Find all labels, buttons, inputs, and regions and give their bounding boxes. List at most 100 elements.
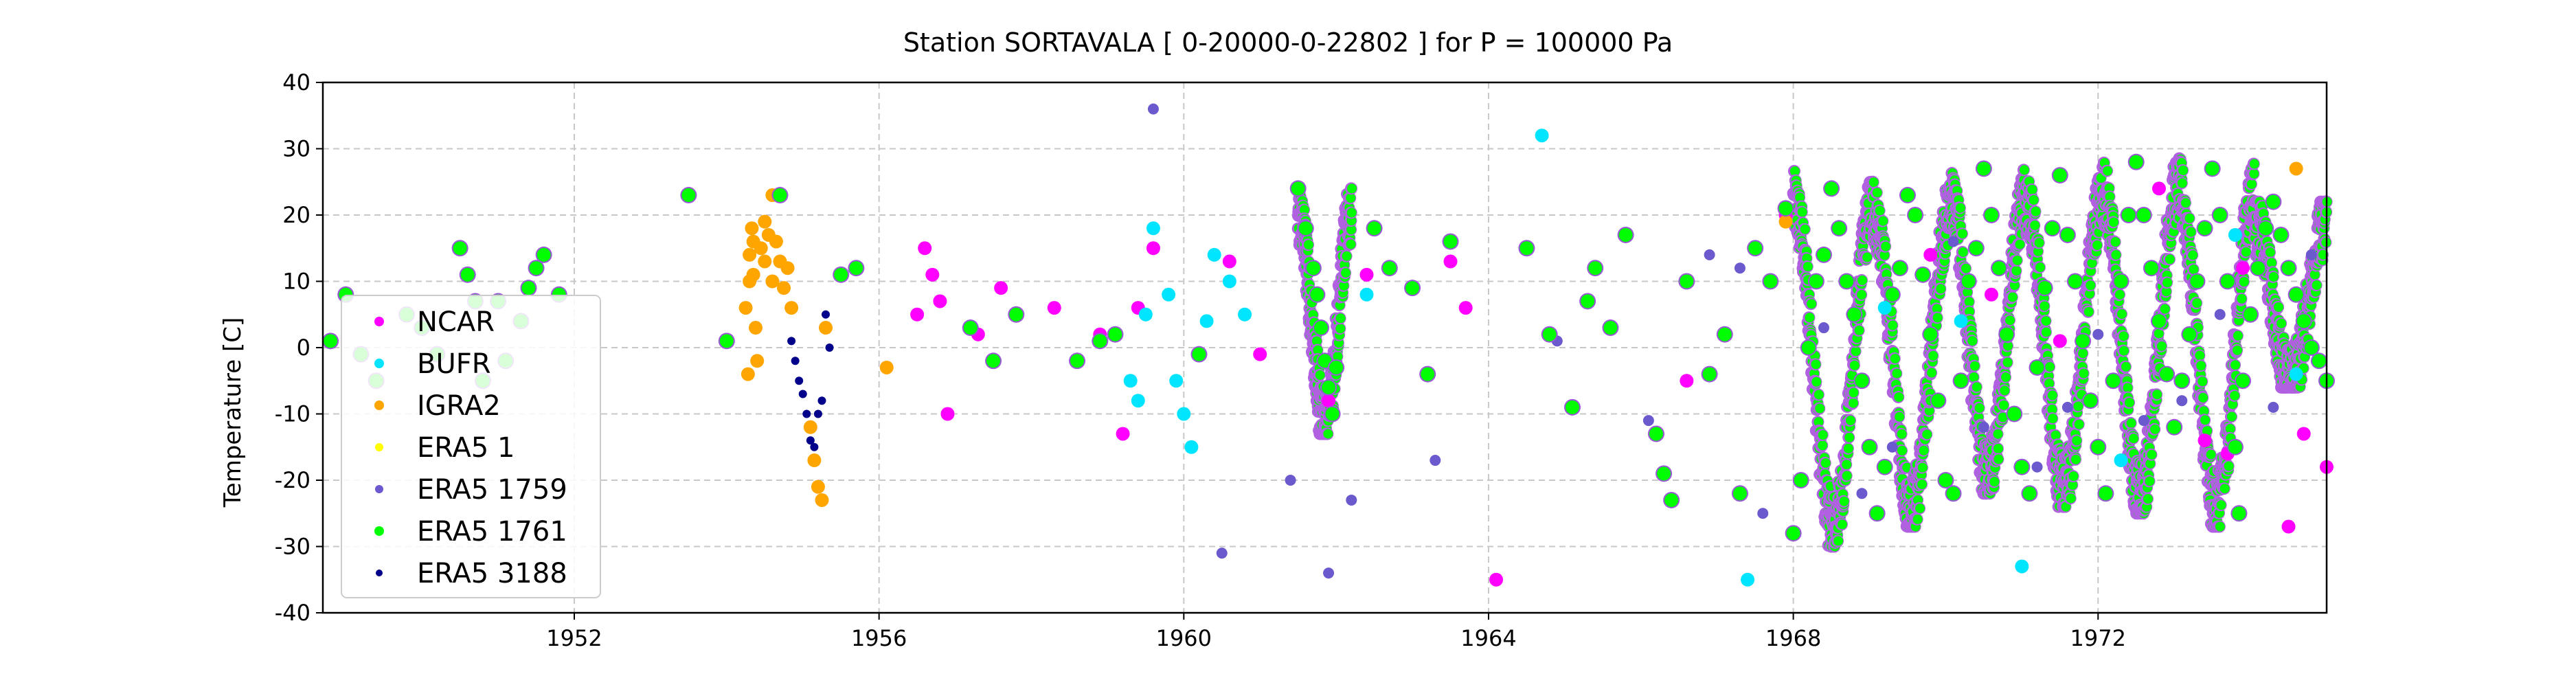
dense-point xyxy=(1917,462,1928,473)
data-point xyxy=(758,254,772,269)
data-point xyxy=(2151,314,2166,328)
data-point xyxy=(1093,334,1107,348)
dense-point xyxy=(2156,341,2167,351)
data-point xyxy=(765,274,780,289)
data-point xyxy=(1146,241,1160,256)
dense-point xyxy=(2195,350,2205,361)
data-point xyxy=(1123,374,1138,388)
data-point xyxy=(1421,367,1435,381)
dense-point xyxy=(1868,177,1879,188)
dense-point xyxy=(2123,383,2133,393)
data-point xyxy=(2083,394,2098,408)
dense-point xyxy=(1917,479,1928,489)
data-point xyxy=(1382,261,1397,275)
data-point xyxy=(748,321,762,335)
data-point xyxy=(2312,354,2326,368)
legend-marker xyxy=(374,526,384,536)
data-point xyxy=(1809,274,1823,289)
dense-point xyxy=(2312,280,2322,291)
data-point xyxy=(1877,301,1892,315)
y-tick-label: -30 xyxy=(275,534,310,560)
dense-point xyxy=(1818,430,1828,440)
dense-point xyxy=(2246,179,2257,189)
data-point xyxy=(1291,181,1305,196)
dense-point xyxy=(2145,476,2155,486)
dense-point xyxy=(1346,239,1356,249)
dense-point xyxy=(2031,206,2041,216)
dense-point xyxy=(2233,345,2243,355)
data-point xyxy=(780,261,795,275)
dense-point xyxy=(2119,346,2129,356)
dense-point xyxy=(2165,254,2175,264)
data-point xyxy=(777,281,791,295)
data-point xyxy=(2030,360,2044,374)
data-point xyxy=(1306,261,1320,275)
dense-point xyxy=(2105,192,2115,202)
data-point xyxy=(795,376,804,385)
dense-point xyxy=(1842,471,1852,481)
dense-point xyxy=(1969,372,1979,383)
data-point xyxy=(1908,208,1923,222)
data-point xyxy=(2190,274,2204,289)
dense-point xyxy=(2111,249,2121,260)
dense-point xyxy=(2239,277,2249,287)
y-tick-label: -10 xyxy=(275,401,310,427)
dense-point xyxy=(2225,424,2235,434)
legend-entry-label: ERA5 1761 xyxy=(417,516,567,548)
data-point xyxy=(2015,559,2029,574)
data-point xyxy=(1855,374,1869,388)
dense-point xyxy=(2188,250,2198,260)
data-point xyxy=(1649,427,1663,441)
data-point xyxy=(2099,486,2113,501)
dense-point xyxy=(2265,247,2275,258)
data-point xyxy=(802,409,811,418)
data-point xyxy=(2000,327,2014,341)
data-point xyxy=(1603,321,1618,335)
dense-point xyxy=(1346,225,1357,235)
data-point xyxy=(1801,341,1816,354)
data-point xyxy=(1893,261,1907,275)
dense-point xyxy=(2114,289,2125,300)
data-point xyxy=(1832,221,1846,236)
data-point xyxy=(1238,307,1252,322)
y-tick-label: -40 xyxy=(275,600,310,626)
dense-point xyxy=(1895,412,1905,422)
data-point xyxy=(2228,440,2242,454)
dense-point xyxy=(1833,536,1844,546)
dense-point xyxy=(1989,477,2000,487)
legend-entry-label: ERA5 3188 xyxy=(417,558,567,589)
dense-point xyxy=(2029,194,2039,205)
legend-marker xyxy=(375,485,383,493)
data-point xyxy=(2228,227,2242,242)
dense-point xyxy=(2041,327,2051,337)
legend-entry-label: ERA5 1759 xyxy=(417,474,567,506)
dense-point xyxy=(1849,387,1859,398)
data-point xyxy=(2007,407,2022,421)
data-point xyxy=(2197,221,2212,236)
dense-point xyxy=(1846,416,1856,426)
data-point xyxy=(758,214,772,229)
dense-point xyxy=(1927,368,1937,378)
dense-point xyxy=(2199,406,2209,416)
data-point xyxy=(2144,261,2158,275)
data-point xyxy=(933,294,947,308)
dense-point xyxy=(2215,521,2225,532)
data-point xyxy=(324,334,338,348)
data-point xyxy=(2091,440,2105,454)
data-point xyxy=(963,321,978,335)
dense-point xyxy=(2116,309,2127,319)
dense-point xyxy=(1875,205,1885,216)
data-point xyxy=(1734,262,1745,274)
dense-point xyxy=(2237,293,2247,304)
data-point xyxy=(1947,236,1959,247)
dense-point xyxy=(1347,183,1357,194)
dense-point xyxy=(1963,287,1973,297)
data-point xyxy=(1131,394,1145,408)
data-point xyxy=(2037,281,2052,295)
dense-point xyxy=(2143,494,2153,504)
data-point xyxy=(2114,274,2128,289)
dense-point xyxy=(1342,251,1352,261)
dense-point xyxy=(1888,320,1898,330)
dense-point xyxy=(1795,192,1805,203)
